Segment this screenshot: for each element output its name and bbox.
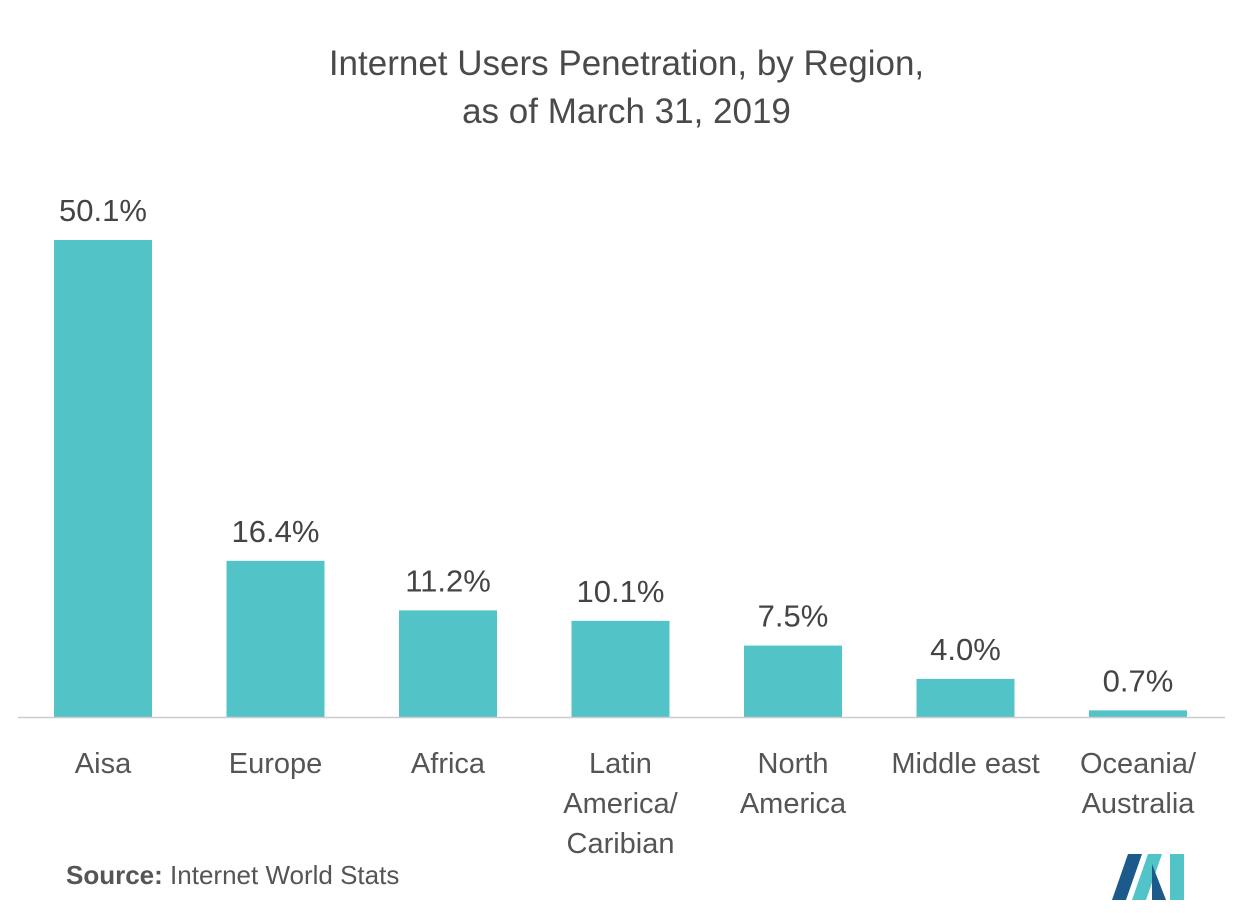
data-label: 50.1% [59,193,147,228]
category-label: Africa [411,748,486,780]
bar [54,240,152,717]
data-label: 0.7% [1103,663,1174,698]
data-label: 10.1% [577,574,665,609]
category-label-line: Caribian [567,828,675,860]
category-label: Oceania/Australia [1080,748,1197,820]
source-label: Source: [66,860,163,890]
brand-logo-icon [1112,854,1184,900]
data-label: 11.2% [405,563,491,598]
category-label-line: North [758,748,829,780]
category-label: North America [740,748,847,820]
bar [571,620,670,717]
category-label-line: Aisa [75,748,132,780]
category-label-line: Europe [229,748,323,780]
category-label: Europe [229,748,323,780]
data-label: 4.0% [930,632,1001,667]
category-label-line: Latin [589,748,652,780]
bar [916,678,1015,717]
bar [226,560,325,717]
category-label-line: Australia [1082,788,1196,820]
category-label: Latin America/Caribian [563,748,678,860]
category-label-line: America [740,788,847,820]
data-label: 16.4% [232,514,320,549]
chart-title: Internet Users Penetration, by Region, a… [0,40,1253,136]
chart-title-line-2: as of March 31, 2019 [462,92,791,131]
bar [1089,710,1187,717]
category-label-line: America/ [563,788,678,820]
source-text: Internet World Stats [170,860,400,890]
category-label-line: Africa [411,748,486,780]
source-note: Source: Internet World Stats [66,860,399,891]
category-label: Aisa [75,748,132,780]
category-label-line: Oceania/ [1080,748,1197,780]
bar [744,645,842,717]
bar [399,610,497,717]
category-label: Middle east [891,748,1039,780]
category-label-line: Middle east [891,748,1039,780]
chart-title-line-1: Internet Users Penetration, by Region, [328,44,925,83]
data-label: 7.5% [758,599,829,634]
